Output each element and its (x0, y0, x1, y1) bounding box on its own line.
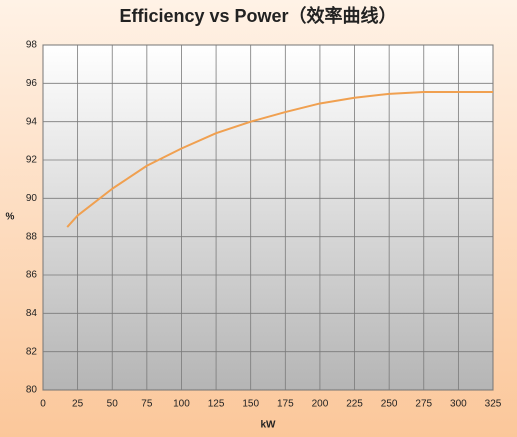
x-tick-label: 125 (208, 399, 225, 410)
x-tick-label: 200 (312, 399, 329, 410)
x-tick-label: 300 (450, 399, 467, 410)
y-tick-label: 84 (26, 308, 38, 319)
y-tick-label: 92 (26, 155, 38, 166)
x-tick-label: 0 (40, 399, 46, 410)
x-tick-label: 275 (415, 399, 432, 410)
y-tick-label: 96 (26, 78, 38, 89)
y-tick-label: 98 (26, 40, 38, 51)
y-tick-label: 90 (26, 193, 38, 204)
y-tick-label: 86 (26, 270, 38, 281)
x-tick-label: 100 (173, 399, 190, 410)
x-tick-label: 250 (381, 399, 398, 410)
y-tick-label: 80 (26, 385, 38, 396)
chart-title: Efficiency vs Power（效率曲线） (119, 5, 396, 26)
y-tick-label: 82 (26, 346, 38, 357)
x-tick-label: 50 (107, 399, 119, 410)
x-tick-label: 325 (485, 399, 502, 410)
x-tick-label: 25 (72, 399, 84, 410)
x-tick-label: 150 (242, 399, 259, 410)
y-tick-label: 88 (26, 231, 38, 242)
x-tick-label: 175 (277, 399, 294, 410)
y-tick-label: 94 (26, 116, 38, 127)
plot-area (42, 44, 494, 391)
x-axis-label: kW (261, 420, 277, 431)
x-tick-label: 75 (141, 399, 153, 410)
data-line (66, 90, 493, 228)
x-tick-label: 225 (346, 399, 363, 410)
y-axis-label: % (6, 212, 15, 223)
